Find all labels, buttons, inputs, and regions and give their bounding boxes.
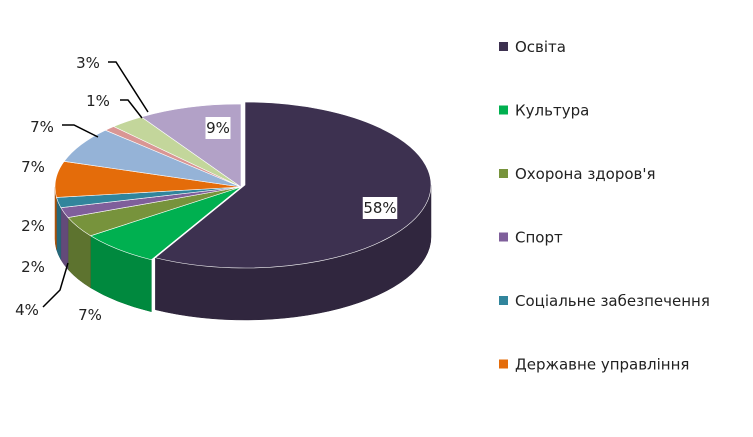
data-label: 2% — [21, 258, 45, 276]
leader-line — [120, 99, 143, 119]
legend-label: Державне управління — [515, 356, 689, 374]
data-label: 1% — [86, 92, 110, 110]
leader-line — [108, 61, 149, 113]
data-label: 7% — [30, 118, 54, 136]
legend-swatch — [499, 42, 508, 51]
data-label: 7% — [78, 306, 102, 324]
pie-sides — [54, 184, 432, 321]
legend-label: Соціальне забезпечення — [515, 292, 710, 310]
legend-label: Культура — [515, 102, 589, 120]
pie-tops — [54, 101, 432, 269]
data-label: 9% — [206, 119, 230, 137]
legend-label: Спорт — [515, 229, 563, 247]
data-label-box — [205, 117, 231, 139]
leader-line — [62, 124, 99, 138]
legend-swatch — [499, 296, 508, 305]
data-label: 7% — [21, 158, 45, 176]
data-label: 3% — [76, 54, 100, 72]
legend-swatch — [499, 232, 508, 242]
data-label: 58% — [363, 199, 396, 217]
pie-slice — [154, 101, 432, 269]
pie-slice-side — [60, 206, 69, 271]
data-label-box — [362, 197, 398, 219]
legend-label: Освіта — [515, 38, 566, 56]
legend: Освіта Культура Охорона здоров'я Спорт Соціа… — [499, 38, 710, 374]
data-labels: 58% 7% 4% 2% 2% 7% 7% 1% 3% 9% — [15, 54, 398, 324]
data-label: 2% — [21, 217, 45, 235]
legend-swatch — [499, 359, 508, 369]
leader-line — [42, 262, 69, 308]
legend-label: Охорона здоров'я — [515, 165, 656, 183]
legend-swatch — [499, 169, 508, 178]
data-label: 4% — [15, 301, 39, 319]
legend-swatch — [499, 105, 508, 115]
